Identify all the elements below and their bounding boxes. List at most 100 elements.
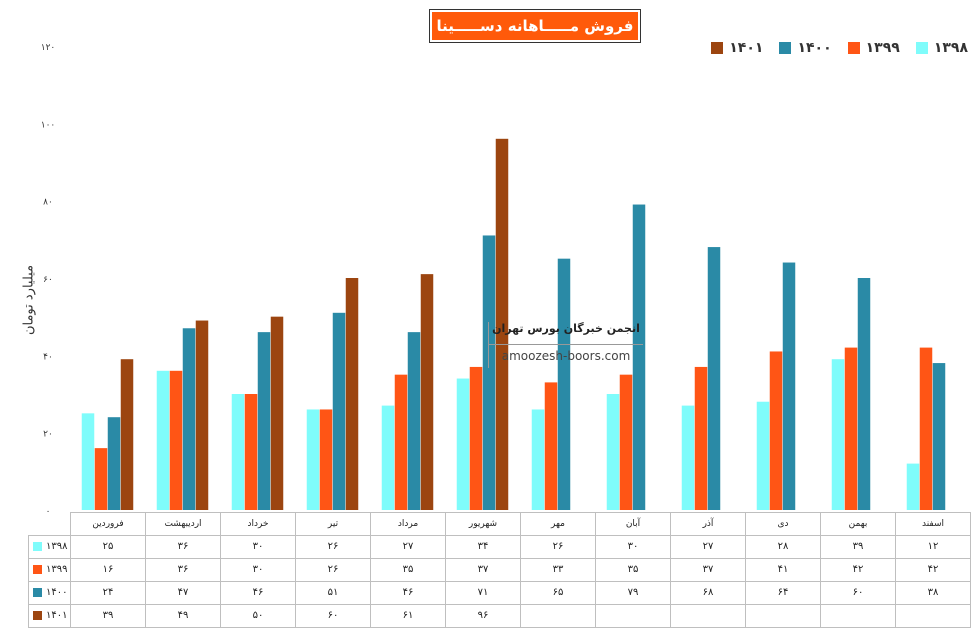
bar xyxy=(306,409,320,510)
bar xyxy=(394,374,408,510)
bar xyxy=(707,247,721,511)
data-label: ۹۶ xyxy=(445,603,521,628)
data-label xyxy=(595,603,671,628)
bar xyxy=(107,417,121,510)
bar xyxy=(831,359,845,510)
data-label: ۴۶ xyxy=(370,580,446,605)
bar xyxy=(782,262,796,510)
data-label: ۶۴ xyxy=(745,580,821,605)
chart-title: فروش مـــــاهانه دســـــینا xyxy=(429,9,641,43)
data-label: ۶۸ xyxy=(670,580,746,605)
bar xyxy=(906,463,920,510)
legend-item: ۱۴۰۱ xyxy=(711,40,763,56)
data-label: ۴۱ xyxy=(745,557,821,582)
data-label: ۱۶ xyxy=(70,557,146,582)
y-tick-label: ۸۰ xyxy=(43,198,53,208)
legend-item: ۱۳۹۸ xyxy=(915,40,968,56)
bar xyxy=(632,204,646,511)
watermark-url: amoozesh-boors.com xyxy=(501,349,631,363)
legend-label: ۱۳۹۸ xyxy=(933,40,968,56)
x-tick-label: مرداد xyxy=(370,512,446,536)
data-label xyxy=(895,603,971,628)
bar xyxy=(769,351,783,510)
data-label: ۲۶ xyxy=(520,534,596,559)
bar xyxy=(681,405,695,510)
x-tick-label: خرداد xyxy=(220,512,296,536)
data-label: ۳۶ xyxy=(145,557,221,582)
data-label: ۶۰ xyxy=(820,580,896,605)
bar xyxy=(169,370,183,510)
bar xyxy=(81,413,95,510)
y-tick-label: ۲۰ xyxy=(43,430,53,440)
data-label: ۳۵ xyxy=(370,557,446,582)
series-name: ۱۴۰۰ xyxy=(46,587,68,598)
data-label: ۳۷ xyxy=(670,557,746,582)
data-label: ۳۷ xyxy=(445,557,521,582)
data-label: ۳۸ xyxy=(895,580,971,605)
bar xyxy=(456,378,470,510)
y-tick-label: ۴۰ xyxy=(43,352,53,362)
table-row: ۱۴۰۰ ۲۴ ۴۷ ۴۶ ۵۱ ۴۶ ۷۱ ۶۵ ۷۹ ۶۸ ۶۴ ۶۰ ۳۸ xyxy=(28,580,971,605)
bar xyxy=(557,258,571,510)
x-tick-label: آذر xyxy=(670,512,746,536)
table-row: ۱۳۹۸ ۲۵ ۳۶ ۳۰ ۲۶ ۲۷ ۳۴ ۲۶ ۳۰ ۲۷ ۲۸ ۳۹ ۱۲ xyxy=(28,534,971,559)
bar xyxy=(120,359,134,510)
watermark: انجمن خبرگان بورس تهران amoozesh-boors.c… xyxy=(488,322,643,368)
table-row-header: ۱۳۹۹ xyxy=(28,557,71,582)
bar xyxy=(231,394,245,510)
bar xyxy=(319,409,333,510)
table-header-row: فروردین اردیبهشت خرداد تیر مرداد شهریور مهر آبا… xyxy=(28,512,971,536)
bar xyxy=(756,401,770,510)
data-label: ۴۹ xyxy=(145,603,221,628)
y-tick-label: ۱۲۰ xyxy=(41,43,56,53)
data-label: ۳۹ xyxy=(70,603,146,628)
bar xyxy=(381,405,395,510)
data-label: ۲۷ xyxy=(370,534,446,559)
data-label xyxy=(520,603,596,628)
table-row: ۱۳۹۹ ۱۶ ۳۶ ۳۰ ۲۶ ۳۵ ۳۷ ۳۳ ۳۵ ۳۷ ۴۱ ۴۲ ۴۲ xyxy=(28,557,971,582)
data-label: ۵۰ xyxy=(220,603,296,628)
x-tick-label: دی xyxy=(745,512,821,536)
bar xyxy=(156,370,170,510)
data-label: ۲۸ xyxy=(745,534,821,559)
bar xyxy=(544,382,558,510)
watermark-name: انجمن خبرگان بورس تهران xyxy=(492,322,640,335)
data-label: ۲۵ xyxy=(70,534,146,559)
table-row-header: ۱۳۹۸ xyxy=(28,534,71,559)
table-row-header: ۱۴۰۱ xyxy=(28,603,71,628)
y-tick-label: ۱۰۰ xyxy=(41,120,56,130)
table-corner xyxy=(28,512,71,536)
legend-label: ۱۴۰۰ xyxy=(797,40,832,56)
x-tick-label: بهمن xyxy=(820,512,896,536)
bar xyxy=(495,138,509,511)
x-tick-label: شهریور xyxy=(445,512,521,536)
data-label: ۱۲ xyxy=(895,534,971,559)
legend-item: ۱۳۹۹ xyxy=(847,40,900,56)
data-label: ۷۹ xyxy=(595,580,671,605)
data-label: ۲۴ xyxy=(70,580,146,605)
bar xyxy=(270,316,284,510)
data-label: ۴۲ xyxy=(895,557,971,582)
data-label: ۳۰ xyxy=(595,534,671,559)
series-swatch xyxy=(33,564,42,574)
legend-swatch xyxy=(915,42,928,54)
table-row: ۱۴۰۱ ۳۹ ۴۹ ۵۰ ۶۰ ۶۱ ۹۶ xyxy=(28,603,971,628)
bar xyxy=(195,320,209,510)
data-label: ۳۰ xyxy=(220,534,296,559)
x-tick-label: مهر xyxy=(520,512,596,536)
bar xyxy=(619,374,633,510)
bar xyxy=(332,312,346,510)
chart-legend: ۱۴۰۱ ۱۴۰۰ ۱۳۹۹ ۱۳۹۸ xyxy=(711,40,968,56)
legend-swatch xyxy=(847,42,860,54)
x-tick-label: اردیبهشت xyxy=(145,512,221,536)
legend-label: ۱۴۰۱ xyxy=(729,40,764,56)
x-tick-label: آبان xyxy=(595,512,671,536)
data-label: ۶۱ xyxy=(370,603,446,628)
bar xyxy=(407,332,421,510)
series-swatch xyxy=(33,587,42,597)
series-name: ۱۳۹۸ xyxy=(46,541,68,552)
data-table: فروردین اردیبهشت خرداد تیر مرداد شهریور مهر آبا… xyxy=(28,512,971,628)
data-label: ۳۰ xyxy=(220,557,296,582)
data-label: ۴۲ xyxy=(820,557,896,582)
